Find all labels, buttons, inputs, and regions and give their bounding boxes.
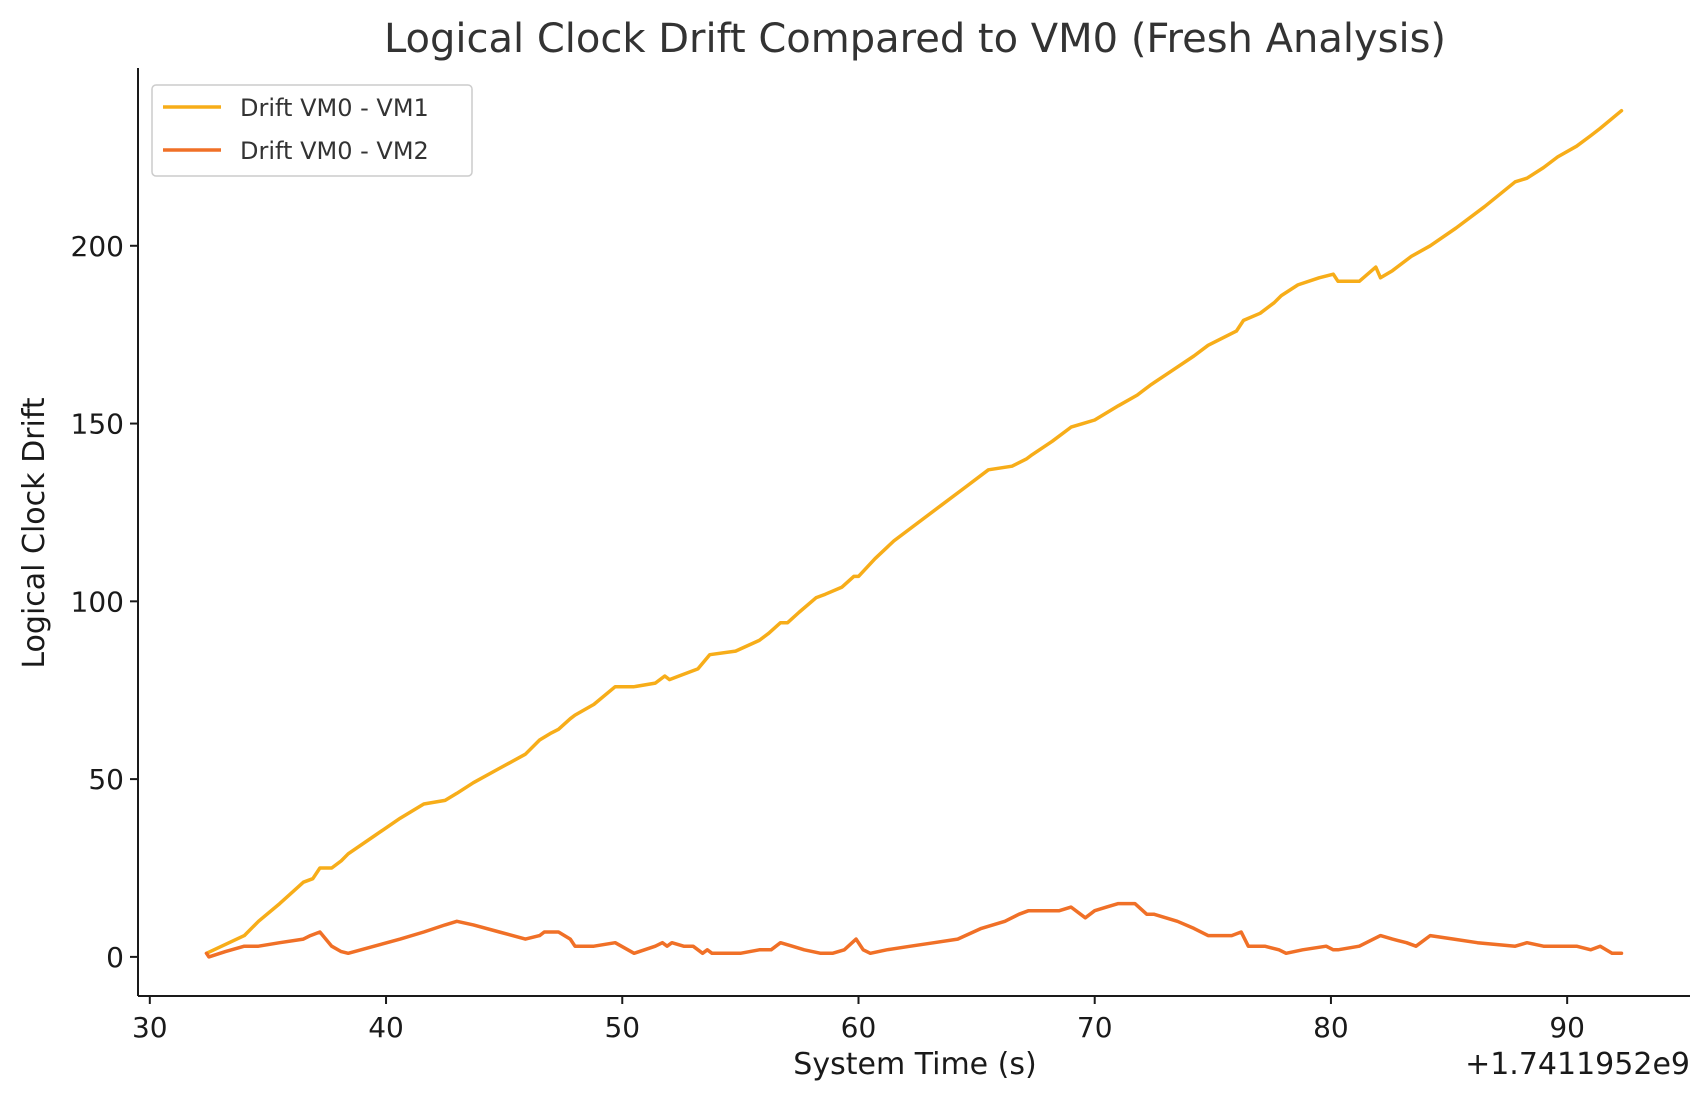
series-line-vm2 [204,901,1624,959]
x-tick-label: 50 [604,1011,640,1044]
y-tick-label: 150 [71,408,124,441]
y-tick-label: 200 [71,230,124,263]
x-axis-label: System Time (s) [793,1047,1036,1082]
x-axis-offset-label: +1.7411952e9 [1465,1047,1690,1082]
y-tick-label: 50 [88,763,124,796]
x-axis-ticks: 30 40 50 60 70 80 90 [132,996,1585,1044]
chart-title: Logical Clock Drift Compared to VM0 (Fre… [384,16,1446,62]
x-tick-label: 80 [1313,1011,1349,1044]
legend-label-vm1: Drift VM0 - VM1 [240,94,429,122]
x-tick-label: 90 [1549,1011,1585,1044]
y-tick-label: 100 [71,585,124,618]
legend: Drift VM0 - VM1 Drift VM0 - VM2 [151,84,473,177]
x-tick-label: 70 [1077,1011,1113,1044]
y-tick-label: 0 [106,941,124,974]
y-axis-label: Logical Clock Drift [17,397,52,669]
plot-area: 30 40 50 60 70 80 90 0 50 100 150 200 [71,68,1690,1044]
x-tick-label: 60 [841,1011,877,1044]
series-lines [204,108,1624,959]
legend-box [151,84,473,177]
y-axis-ticks: 0 50 100 150 200 [71,230,138,974]
legend-label-vm2: Drift VM0 - VM2 [240,137,429,165]
series-line-vm1 [204,108,1624,956]
x-tick-label: 30 [132,1011,168,1044]
x-tick-label: 40 [368,1011,404,1044]
